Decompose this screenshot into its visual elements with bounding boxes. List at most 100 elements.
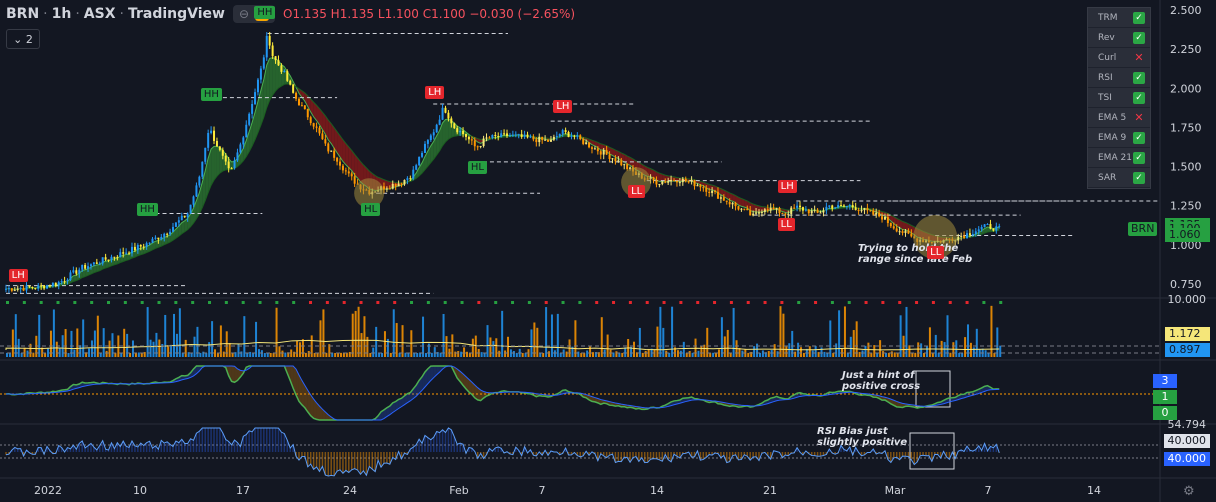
price-label: 1.060 bbox=[1165, 228, 1210, 243]
candle-body bbox=[268, 35, 271, 46]
signal-dot bbox=[241, 301, 245, 304]
volume-bar bbox=[726, 329, 729, 357]
candle-body bbox=[438, 119, 441, 125]
tsi-fill bbox=[325, 411, 329, 420]
candle-body bbox=[456, 128, 459, 133]
volume-bar bbox=[178, 308, 181, 357]
volume-bar bbox=[468, 352, 471, 357]
bear-cloud-segment bbox=[589, 139, 592, 145]
tsi-fill bbox=[404, 393, 408, 405]
candle-body bbox=[840, 205, 843, 207]
candle-body bbox=[98, 263, 101, 265]
signal-dot bbox=[376, 301, 380, 304]
volume-bar bbox=[275, 307, 278, 357]
candle-body bbox=[611, 158, 614, 160]
volume-bar bbox=[574, 320, 577, 357]
volume-bar bbox=[208, 342, 211, 357]
volume-bar bbox=[791, 330, 794, 357]
bear-cloud-segment bbox=[360, 161, 364, 185]
volume-bar bbox=[583, 352, 586, 357]
volume-bar bbox=[404, 352, 407, 357]
interval[interactable]: 1h bbox=[51, 6, 72, 22]
candle-body bbox=[558, 133, 561, 137]
volume-bar bbox=[925, 346, 928, 357]
candle-body bbox=[95, 262, 98, 264]
volume-bar bbox=[272, 352, 275, 357]
cross-icon: ✕ bbox=[1134, 51, 1144, 64]
tsi-fill bbox=[474, 384, 478, 400]
candle-body bbox=[169, 231, 172, 235]
status-label: SAR bbox=[1098, 172, 1117, 183]
candle-body bbox=[259, 68, 262, 80]
signal-dot bbox=[814, 301, 818, 304]
candle-body bbox=[295, 92, 298, 99]
tsi-fill bbox=[381, 409, 384, 420]
candle-body bbox=[520, 134, 523, 137]
symbol-name[interactable]: BRN bbox=[6, 6, 40, 22]
volume-bar bbox=[199, 352, 202, 357]
status-label: EMA 9 bbox=[1098, 132, 1127, 143]
volume-bar bbox=[211, 321, 214, 357]
volume-bar bbox=[486, 325, 489, 357]
volume-bar bbox=[996, 327, 999, 357]
tsi-fill bbox=[471, 382, 475, 398]
candle-body bbox=[277, 60, 280, 66]
candle-body bbox=[842, 205, 845, 207]
volume-bar bbox=[990, 305, 993, 357]
status-label: TSI bbox=[1098, 92, 1112, 103]
volume-bar bbox=[905, 306, 908, 357]
candle-body bbox=[453, 123, 456, 129]
bear-cloud-segment bbox=[627, 155, 631, 166]
candle-body bbox=[828, 205, 831, 207]
candle-body bbox=[787, 214, 790, 216]
signal-dot bbox=[982, 301, 986, 304]
candle-body bbox=[552, 136, 555, 140]
candle-body bbox=[333, 150, 336, 158]
volume-bar bbox=[164, 314, 167, 357]
volume-bar bbox=[190, 352, 193, 357]
chart-header: BRN · 1h · ASX · TradingView ⊖ D O1.135 … bbox=[6, 4, 575, 24]
volume-bar bbox=[255, 321, 258, 357]
volume-bar bbox=[753, 346, 756, 357]
volume-bar bbox=[14, 314, 17, 357]
candle-body bbox=[318, 127, 321, 134]
volume-bar bbox=[808, 346, 811, 357]
candle-body bbox=[183, 215, 186, 218]
ema-slow-line bbox=[5, 83, 1000, 290]
tsi-fill bbox=[383, 407, 387, 419]
bear-cloud-segment bbox=[911, 225, 915, 235]
candle-body bbox=[857, 210, 860, 212]
volume-bar bbox=[761, 350, 764, 357]
volume-bar bbox=[949, 352, 952, 357]
price-tick: 0.750 bbox=[1170, 278, 1202, 291]
settings-gear-icon[interactable]: ⚙ bbox=[1183, 484, 1195, 499]
exchange: ASX bbox=[83, 6, 116, 22]
bull-cloud-segment bbox=[216, 146, 220, 177]
bull-cloud-segment bbox=[161, 237, 165, 247]
candle-body bbox=[476, 146, 479, 148]
candle-body bbox=[658, 184, 661, 186]
candle-body bbox=[561, 130, 564, 134]
volume-bar bbox=[331, 352, 334, 357]
tsi-fill bbox=[79, 382, 83, 388]
volume-bar bbox=[489, 337, 492, 357]
indicator-collapse-button[interactable]: ⌄ 2 bbox=[6, 29, 40, 49]
candle-body bbox=[7, 288, 10, 290]
candle-body bbox=[271, 45, 274, 57]
volume-bar bbox=[659, 306, 662, 357]
candle-body bbox=[201, 161, 204, 177]
candle-body bbox=[139, 245, 142, 247]
structure-label-hl: HL bbox=[467, 161, 487, 175]
tsi-fill bbox=[296, 369, 299, 402]
indicator-axis-label: 0 bbox=[1153, 406, 1177, 420]
volume-bar bbox=[706, 327, 709, 357]
candle-body bbox=[593, 148, 596, 150]
bear-cloud-segment bbox=[322, 112, 326, 135]
candle-body bbox=[711, 190, 714, 193]
candle-body bbox=[28, 285, 31, 287]
volume-bar bbox=[422, 316, 425, 357]
candle-body bbox=[649, 177, 652, 180]
candle-body bbox=[494, 134, 497, 136]
volume-bar bbox=[676, 350, 679, 357]
